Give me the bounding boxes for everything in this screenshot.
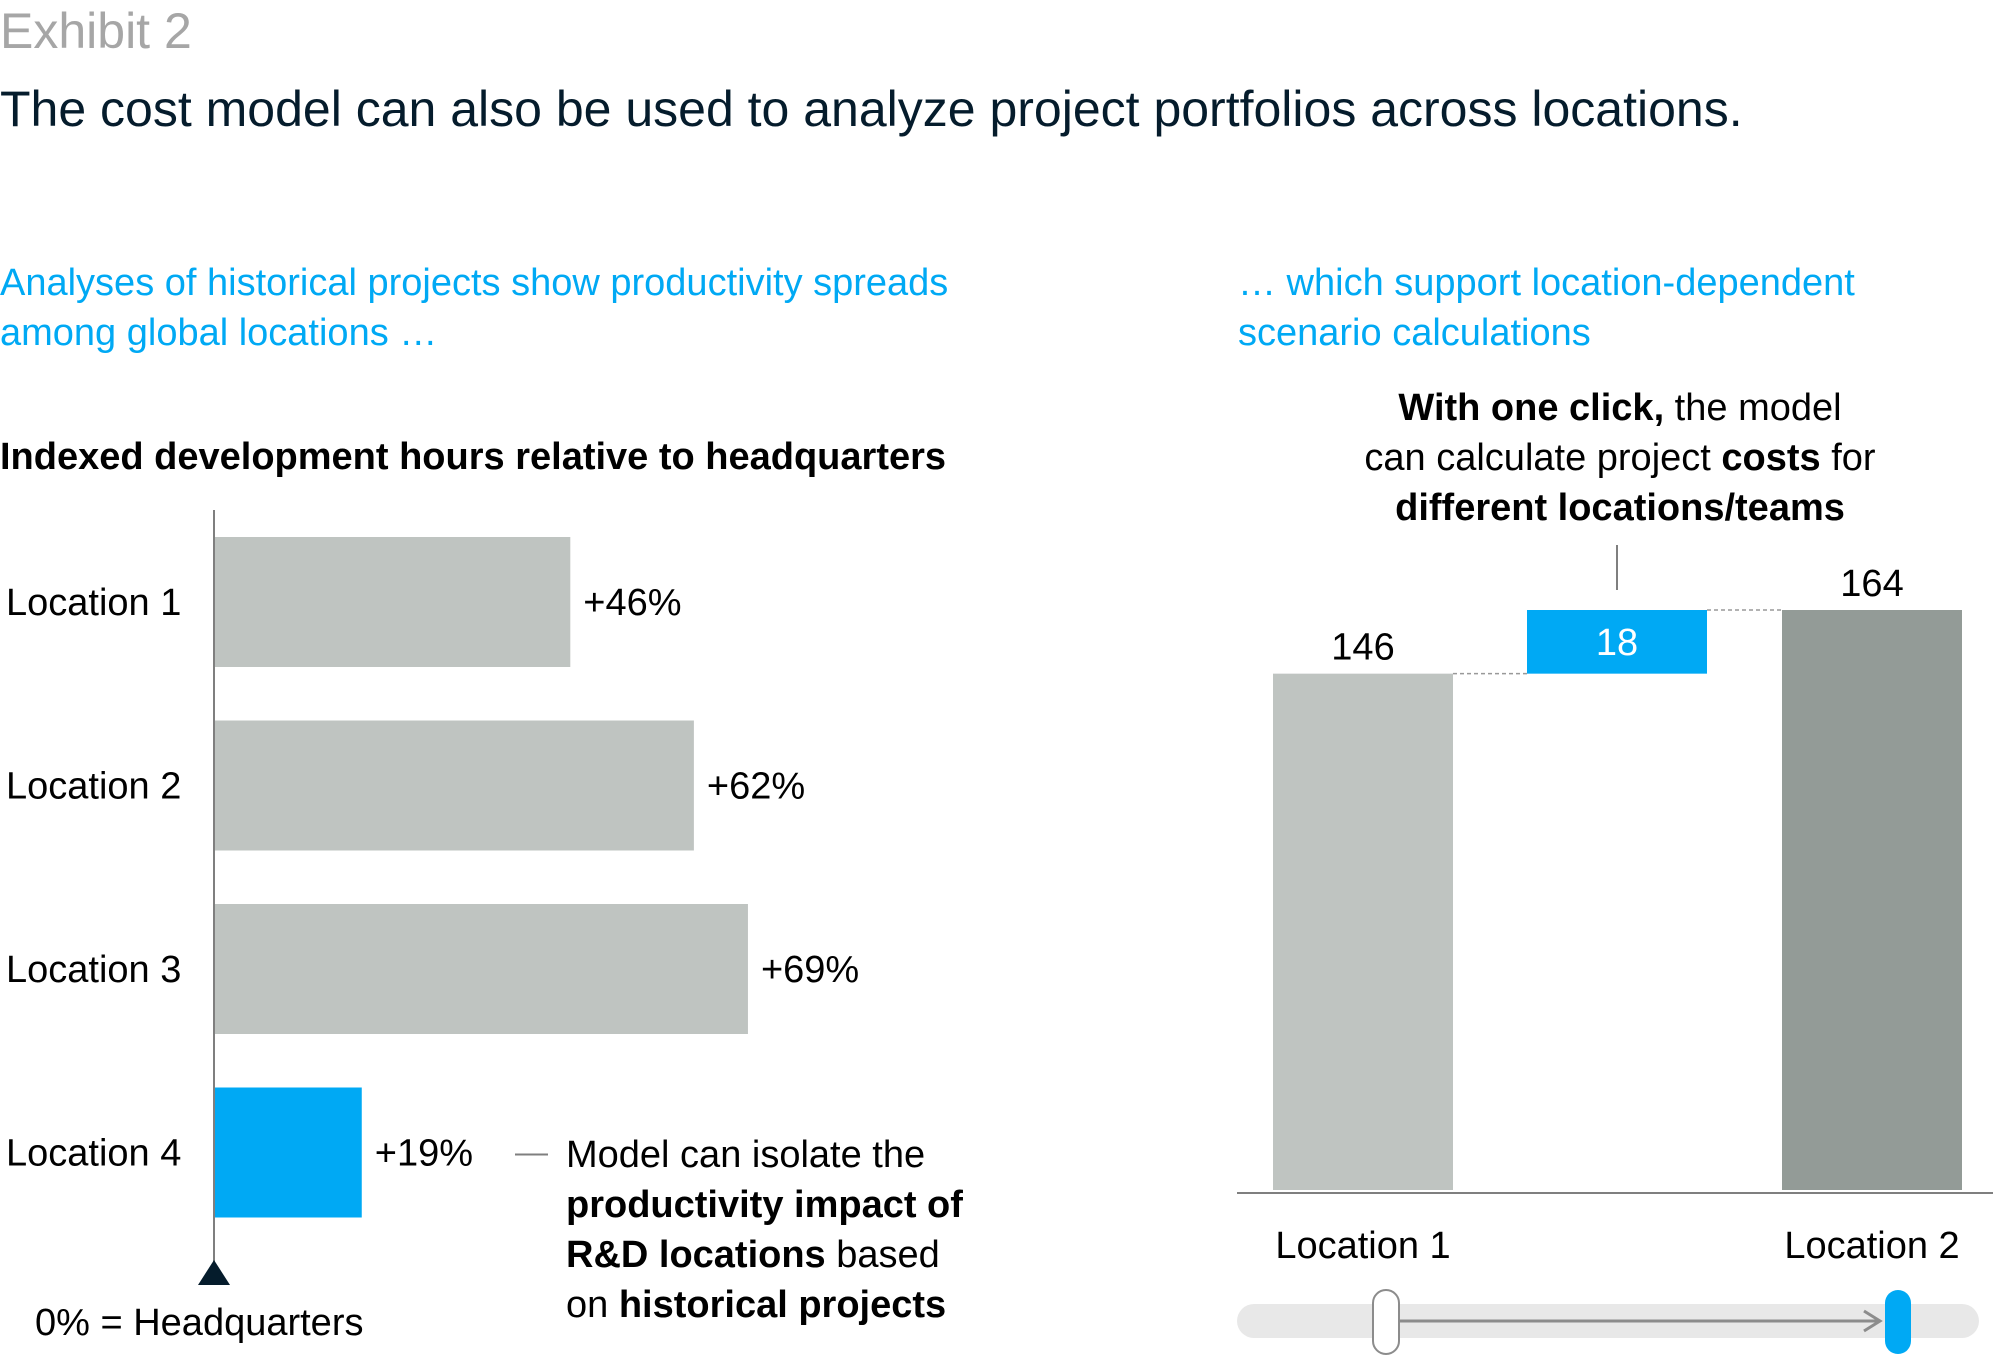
waterfall-value-label: 146 — [1331, 627, 1394, 669]
right-callout-l2-bold: costs — [1721, 437, 1821, 479]
waterfall-category-label: Location 2 — [1784, 1225, 1959, 1267]
waterfall-bar — [1527, 610, 1707, 674]
arrow-right-icon — [1863, 1309, 1883, 1333]
headquarters-marker-icon — [198, 1260, 230, 1285]
left-subtitle: Analyses of historical projects show pro… — [0, 262, 949, 354]
waterfall-category-label: Location 1 — [1275, 1225, 1450, 1267]
right-callout: With one click, the model can calculate … — [1250, 383, 1990, 533]
left-callout-line3-bold: R&D locations — [566, 1234, 826, 1276]
right-callout-l1-rest: the model — [1664, 387, 1842, 429]
waterfall-value-label: 164 — [1840, 563, 1903, 605]
exhibit-label: Exhibit 2 — [0, 3, 192, 59]
waterfall-bar — [1782, 610, 1962, 1190]
left-chart-title: Indexed development hours relative to he… — [0, 436, 947, 478]
left-callout-line4-bold: historical projects — [618, 1284, 947, 1326]
left-callout-line4-pre: on — [566, 1284, 619, 1326]
page-title: The cost model can also be used to analy… — [0, 81, 1743, 137]
right-callout-l2-pre: can calculate project — [1364, 437, 1722, 479]
left-callout: Model can isolate the productivity impac… — [566, 1130, 963, 1330]
slider-handle[interactable] — [1885, 1290, 1911, 1354]
category-label: Location 4 — [6, 1133, 181, 1175]
category-label: Location 2 — [6, 766, 181, 808]
bar-location-1 — [215, 537, 571, 667]
category-label: Location 1 — [6, 582, 181, 624]
baseline-label: 0% = Headquarters — [35, 1302, 364, 1344]
value-label: +46% — [583, 582, 681, 624]
right-callout-l3-bold: different locations/teams — [1395, 487, 1845, 529]
value-label: +62% — [707, 766, 805, 808]
bar-location-4 — [215, 1087, 362, 1218]
waterfall-bar — [1273, 673, 1453, 1190]
waterfall-delta-label: 18 — [1596, 622, 1638, 664]
right-callout-l2-post: for — [1820, 437, 1876, 479]
value-label: +19% — [375, 1133, 473, 1175]
value-label: +69% — [761, 949, 859, 991]
bar-location-3 — [215, 904, 748, 1034]
left-callout-line3-rest: based — [825, 1234, 940, 1276]
category-label: Location 3 — [6, 949, 181, 991]
right-subtitle: … which support location-dependent scena… — [1238, 262, 1855, 354]
right-callout-l1-bold: With one click, — [1398, 387, 1665, 429]
slider-start-knob — [1372, 1289, 1400, 1355]
left-callout-line1: Model can isolate the — [566, 1134, 926, 1176]
left-callout-line2: productivity impact of — [566, 1184, 963, 1226]
bar-location-2 — [215, 720, 694, 851]
